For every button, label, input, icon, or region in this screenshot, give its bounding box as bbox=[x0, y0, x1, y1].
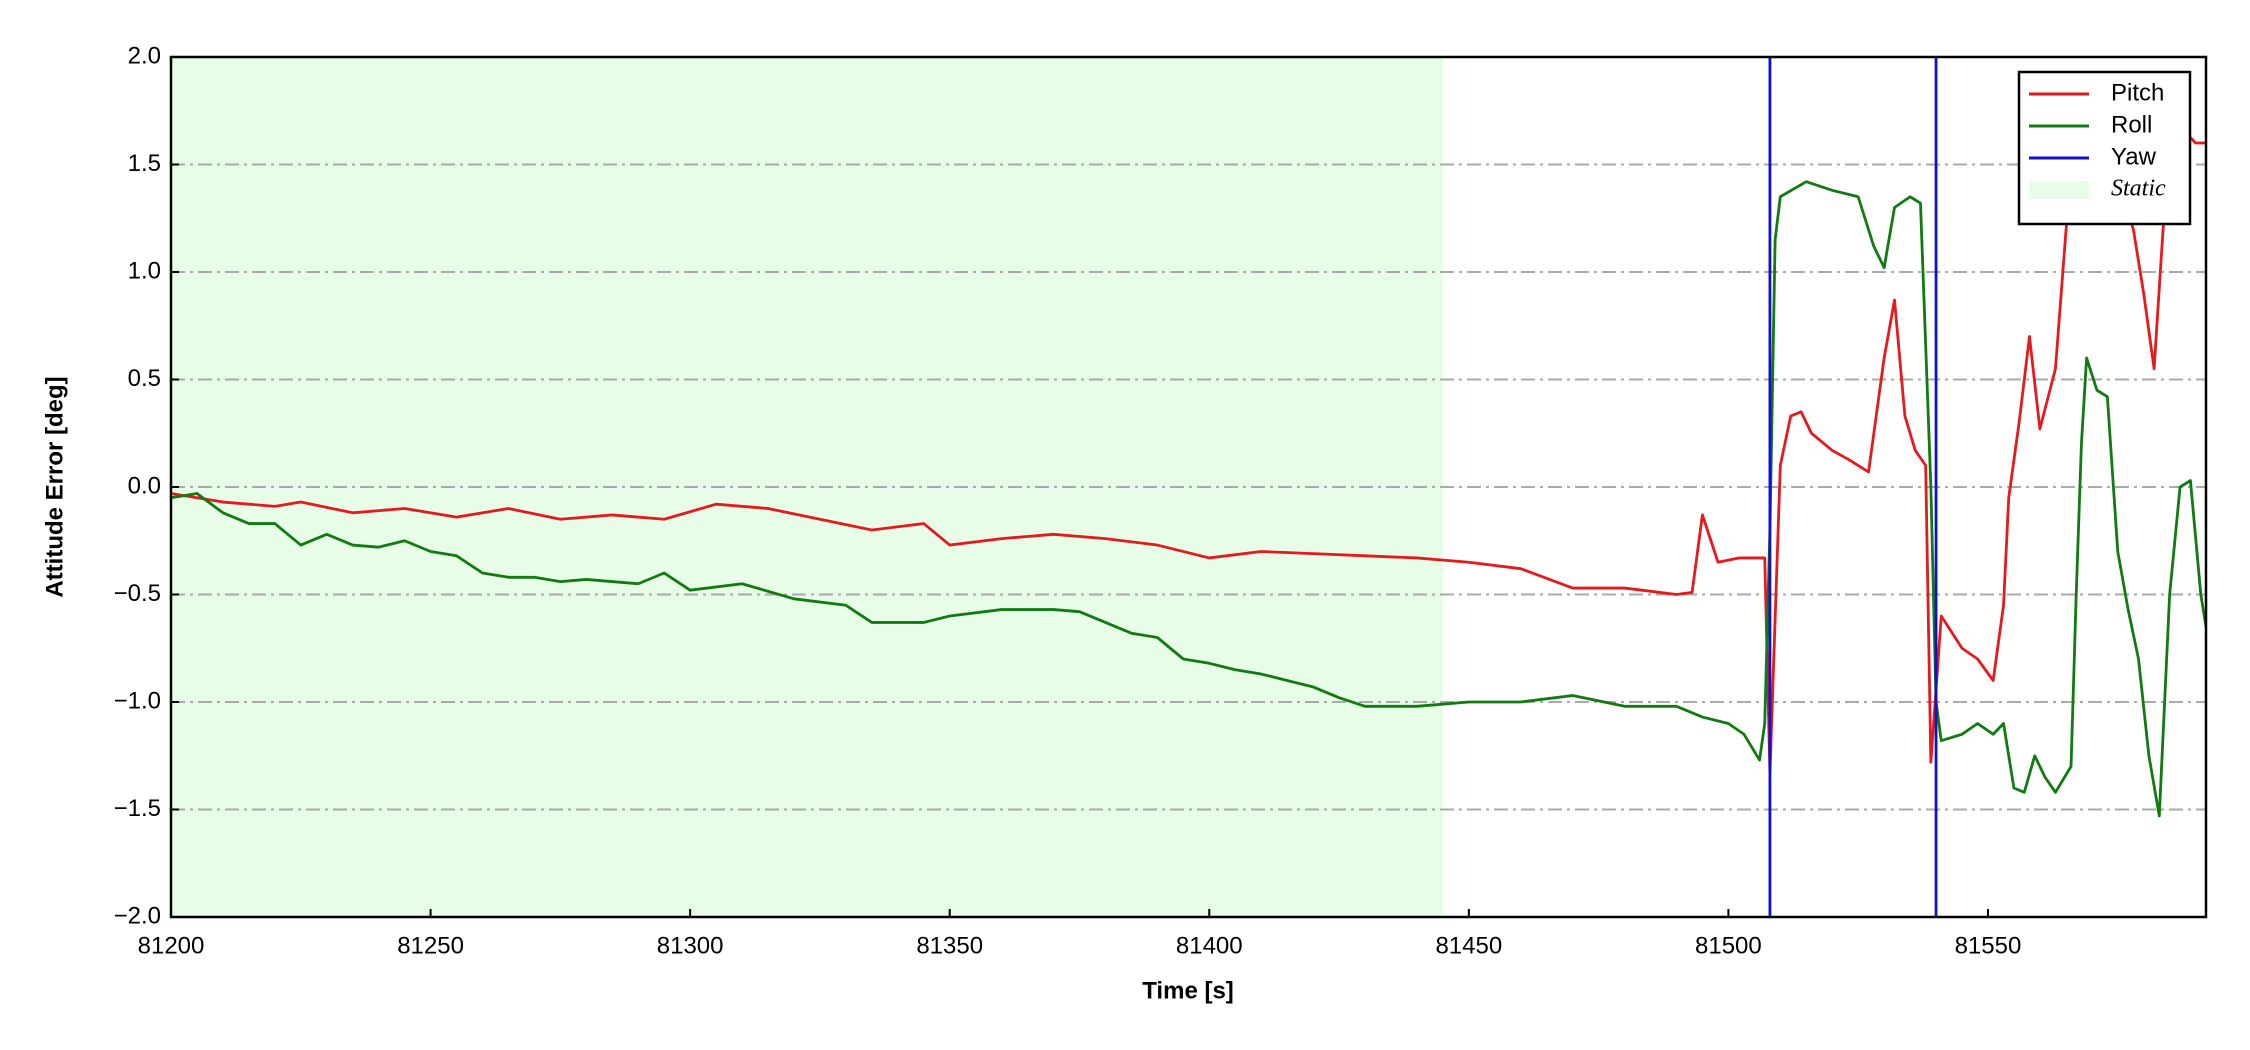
x-axis-label: Time [s] bbox=[1142, 977, 1234, 1004]
legend: Pitch Roll Yaw Static bbox=[2017, 70, 2192, 226]
y-axis-label: Attitude Error [deg] bbox=[41, 376, 68, 597]
y-tick-label: −2.0 bbox=[114, 902, 161, 929]
grid bbox=[171, 163, 2206, 811]
x-tick-label: 81450 bbox=[1435, 932, 1502, 959]
legend-label: Roll bbox=[2111, 111, 2152, 138]
legend-label: Static bbox=[2111, 176, 2166, 202]
y-tick-label: 0.0 bbox=[128, 472, 161, 499]
series-line bbox=[171, 77, 2206, 775]
y-tick-label: −1.0 bbox=[114, 687, 161, 714]
y-tick-label: 0.5 bbox=[128, 365, 161, 392]
x-tick-label: 81350 bbox=[916, 932, 983, 959]
x-tick-label: 81400 bbox=[1176, 932, 1243, 959]
y-tick-label: −1.5 bbox=[114, 795, 161, 822]
x-tick-label: 81250 bbox=[397, 932, 464, 959]
legend-swatch bbox=[2029, 181, 2089, 199]
legend-label: Pitch bbox=[2111, 79, 2164, 106]
series-line bbox=[1768, 57, 1938, 917]
series-lines bbox=[171, 57, 2206, 917]
x-tick-label: 81300 bbox=[657, 932, 724, 959]
x-tick-label: 81200 bbox=[138, 932, 205, 959]
y-tick-label: −0.5 bbox=[114, 580, 161, 607]
ticks: −2.0 −1.5 −1.0 −0.5 0.0 0.5 1.0 1.5 2.0 81200 8125… bbox=[114, 42, 2022, 959]
x-tick-label: 81550 bbox=[1955, 932, 2022, 959]
x-tick-label: 81500 bbox=[1695, 932, 1762, 959]
y-tick-label: 1.0 bbox=[128, 257, 161, 284]
y-tick-label: 1.5 bbox=[128, 150, 161, 177]
legend-label: Yaw bbox=[2111, 143, 2157, 170]
y-tick-label: 2.0 bbox=[128, 42, 161, 69]
series-line bbox=[171, 180, 2206, 818]
